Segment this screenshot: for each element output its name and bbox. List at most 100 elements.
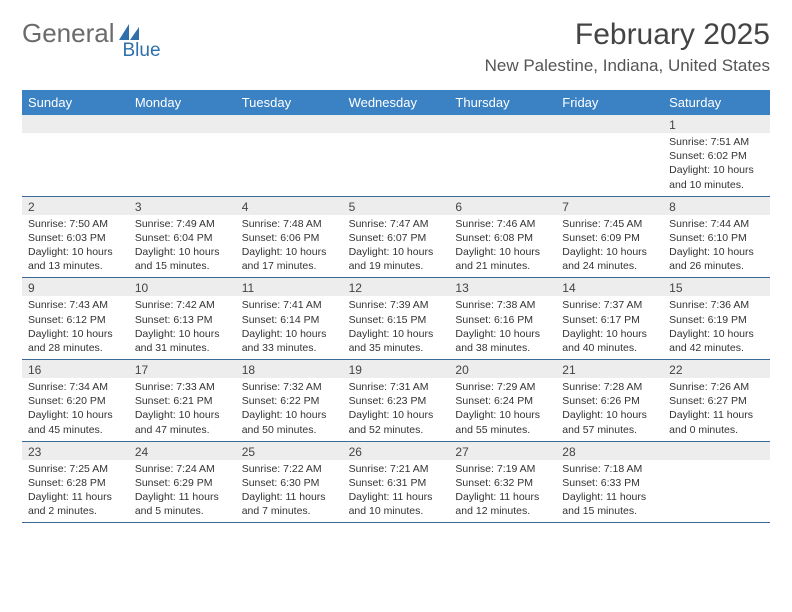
cell-line: and 40 minutes. xyxy=(562,341,657,355)
month-title: February 2025 xyxy=(485,18,770,52)
calendar-cell: 8Sunrise: 7:44 AMSunset: 6:10 PMDaylight… xyxy=(663,197,770,278)
cell-line: and 45 minutes. xyxy=(28,423,123,437)
day-number: 17 xyxy=(129,360,236,378)
day-number: 8 xyxy=(663,197,770,215)
cell-line: Sunrise: 7:39 AM xyxy=(349,298,444,312)
day-number: 6 xyxy=(449,197,556,215)
cell-line: Daylight: 10 hours xyxy=(562,327,657,341)
cell-body: Sunrise: 7:47 AMSunset: 6:07 PMDaylight:… xyxy=(343,215,450,278)
cell-line: and 2 minutes. xyxy=(28,504,123,518)
cell-body xyxy=(556,133,663,139)
cell-line: Daylight: 10 hours xyxy=(669,163,764,177)
cell-line: Sunset: 6:28 PM xyxy=(28,476,123,490)
cell-line: Daylight: 10 hours xyxy=(242,245,337,259)
cell-line: Sunset: 6:29 PM xyxy=(135,476,230,490)
cell-body xyxy=(449,133,556,139)
cell-body: Sunrise: 7:49 AMSunset: 6:04 PMDaylight:… xyxy=(129,215,236,278)
cell-body: Sunrise: 7:33 AMSunset: 6:21 PMDaylight:… xyxy=(129,378,236,441)
cell-body: Sunrise: 7:31 AMSunset: 6:23 PMDaylight:… xyxy=(343,378,450,441)
cell-line: and 55 minutes. xyxy=(455,423,550,437)
cell-line: Daylight: 10 hours xyxy=(349,327,444,341)
cell-line: Sunset: 6:12 PM xyxy=(28,313,123,327)
cell-line: Sunrise: 7:36 AM xyxy=(669,298,764,312)
cell-body: Sunrise: 7:37 AMSunset: 6:17 PMDaylight:… xyxy=(556,296,663,359)
cell-body: Sunrise: 7:43 AMSunset: 6:12 PMDaylight:… xyxy=(22,296,129,359)
cell-line: and 31 minutes. xyxy=(135,341,230,355)
cell-body: Sunrise: 7:44 AMSunset: 6:10 PMDaylight:… xyxy=(663,215,770,278)
calendar-cell: 13Sunrise: 7:38 AMSunset: 6:16 PMDayligh… xyxy=(449,278,556,359)
calendar-cell: 5Sunrise: 7:47 AMSunset: 6:07 PMDaylight… xyxy=(343,197,450,278)
cell-line: Sunrise: 7:42 AM xyxy=(135,298,230,312)
cell-line: Sunrise: 7:31 AM xyxy=(349,380,444,394)
day-number: 9 xyxy=(22,278,129,296)
calendar-cell: 20Sunrise: 7:29 AMSunset: 6:24 PMDayligh… xyxy=(449,360,556,441)
day-number: 5 xyxy=(343,197,450,215)
cell-line: Daylight: 10 hours xyxy=(242,408,337,422)
calendar-cell: 12Sunrise: 7:39 AMSunset: 6:15 PMDayligh… xyxy=(343,278,450,359)
cell-line: and 47 minutes. xyxy=(135,423,230,437)
cell-body: Sunrise: 7:39 AMSunset: 6:15 PMDaylight:… xyxy=(343,296,450,359)
calendar-week: 2Sunrise: 7:50 AMSunset: 6:03 PMDaylight… xyxy=(22,197,770,279)
title-block: February 2025 New Palestine, Indiana, Un… xyxy=(485,18,770,76)
day-label-wed: Wednesday xyxy=(343,90,450,115)
calendar-cell: 24Sunrise: 7:24 AMSunset: 6:29 PMDayligh… xyxy=(129,442,236,523)
logo: General Blue xyxy=(22,18,161,62)
day-number: 11 xyxy=(236,278,343,296)
cell-line: Sunrise: 7:18 AM xyxy=(562,462,657,476)
cell-line: Sunset: 6:19 PM xyxy=(669,313,764,327)
cell-line: Sunset: 6:10 PM xyxy=(669,231,764,245)
day-number: 26 xyxy=(343,442,450,460)
cell-line: Sunrise: 7:19 AM xyxy=(455,462,550,476)
cell-body: Sunrise: 7:50 AMSunset: 6:03 PMDaylight:… xyxy=(22,215,129,278)
cell-line: Sunrise: 7:43 AM xyxy=(28,298,123,312)
cell-line: Daylight: 11 hours xyxy=(242,490,337,504)
cell-line: Sunrise: 7:22 AM xyxy=(242,462,337,476)
day-label-thu: Thursday xyxy=(449,90,556,115)
cell-line: Sunset: 6:14 PM xyxy=(242,313,337,327)
calendar-cell: 3Sunrise: 7:49 AMSunset: 6:04 PMDaylight… xyxy=(129,197,236,278)
day-number: 3 xyxy=(129,197,236,215)
cell-line: Sunset: 6:23 PM xyxy=(349,394,444,408)
cell-line: and 0 minutes. xyxy=(669,423,764,437)
cell-line: Sunrise: 7:45 AM xyxy=(562,217,657,231)
cell-line: and 7 minutes. xyxy=(242,504,337,518)
cell-line: and 26 minutes. xyxy=(669,259,764,273)
cell-line: Sunrise: 7:37 AM xyxy=(562,298,657,312)
day-number: 16 xyxy=(22,360,129,378)
day-number: 7 xyxy=(556,197,663,215)
cell-line: Sunrise: 7:24 AM xyxy=(135,462,230,476)
logo-text-general: General xyxy=(22,18,115,49)
cell-line: and 50 minutes. xyxy=(242,423,337,437)
cell-body: Sunrise: 7:41 AMSunset: 6:14 PMDaylight:… xyxy=(236,296,343,359)
calendar-cell: 9Sunrise: 7:43 AMSunset: 6:12 PMDaylight… xyxy=(22,278,129,359)
cell-line: Sunset: 6:31 PM xyxy=(349,476,444,490)
day-label-sun: Sunday xyxy=(22,90,129,115)
day-number xyxy=(343,115,450,133)
cell-line: Sunset: 6:04 PM xyxy=(135,231,230,245)
day-number: 2 xyxy=(22,197,129,215)
logo-text-blue: Blue xyxy=(123,40,161,62)
cell-line: Daylight: 10 hours xyxy=(135,245,230,259)
day-number xyxy=(556,115,663,133)
header-row: General Blue February 2025 New Palestine… xyxy=(22,18,770,76)
cell-line: Sunset: 6:21 PM xyxy=(135,394,230,408)
cell-body: Sunrise: 7:25 AMSunset: 6:28 PMDaylight:… xyxy=(22,460,129,523)
cell-line: Sunset: 6:15 PM xyxy=(349,313,444,327)
cell-line: Sunset: 6:03 PM xyxy=(28,231,123,245)
cell-line: Daylight: 11 hours xyxy=(562,490,657,504)
calendar-week: 23Sunrise: 7:25 AMSunset: 6:28 PMDayligh… xyxy=(22,442,770,524)
calendar-cell: 23Sunrise: 7:25 AMSunset: 6:28 PMDayligh… xyxy=(22,442,129,523)
calendar-week: 16Sunrise: 7:34 AMSunset: 6:20 PMDayligh… xyxy=(22,360,770,442)
cell-line: Sunset: 6:09 PM xyxy=(562,231,657,245)
cell-line: Daylight: 10 hours xyxy=(349,408,444,422)
cell-body: Sunrise: 7:21 AMSunset: 6:31 PMDaylight:… xyxy=(343,460,450,523)
calendar-cell: 26Sunrise: 7:21 AMSunset: 6:31 PMDayligh… xyxy=(343,442,450,523)
cell-line: Sunset: 6:13 PM xyxy=(135,313,230,327)
calendar: Sunday Monday Tuesday Wednesday Thursday… xyxy=(22,90,770,523)
cell-line: Sunrise: 7:26 AM xyxy=(669,380,764,394)
cell-line: and 15 minutes. xyxy=(135,259,230,273)
cell-body: Sunrise: 7:32 AMSunset: 6:22 PMDaylight:… xyxy=(236,378,343,441)
calendar-cell xyxy=(556,115,663,196)
day-number: 4 xyxy=(236,197,343,215)
cell-line: and 42 minutes. xyxy=(669,341,764,355)
